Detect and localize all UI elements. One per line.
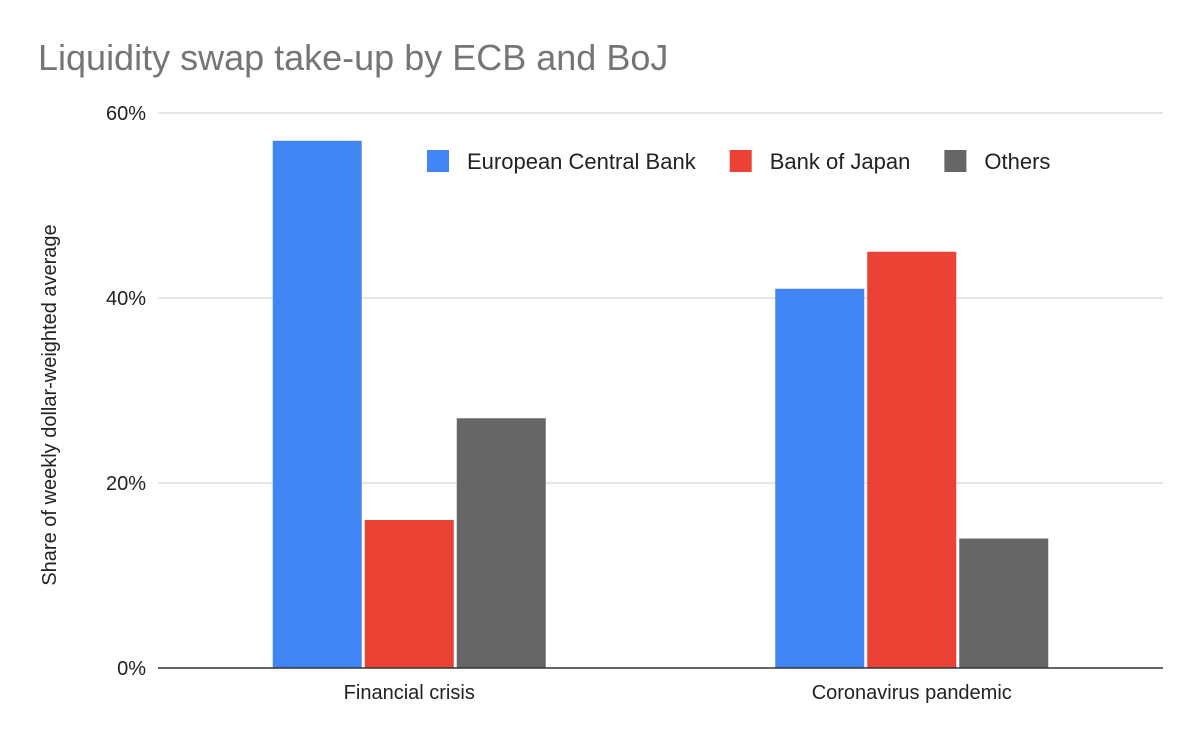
legend-swatch [944, 150, 967, 172]
legend-swatch [729, 150, 752, 172]
bar-others [959, 538, 1049, 668]
bar-bank-of-japan [867, 251, 957, 668]
bar-european-central-bank [775, 288, 865, 668]
bars [272, 140, 1049, 668]
legend: European Central Bank Bank of Japan Others [427, 149, 1050, 174]
x-tick-label: Financial crisis [344, 682, 475, 704]
bar-others [456, 418, 546, 668]
legend-entry: Others [984, 149, 1050, 174]
y-tick-label: 60% [106, 103, 146, 125]
chart-title: Liquidity swap take-up by ECB and BoJ [38, 37, 668, 78]
x-tick-label: Coronavirus pandemic [812, 682, 1012, 704]
axes: 0% 20% 40% 60% Financial crisis Coronavirus p… [106, 103, 1163, 704]
bar-european-central-bank [272, 140, 362, 668]
y-tick-label: 20% [106, 473, 146, 495]
y-axis-label: Share of weekly dollar-weighted average [39, 224, 61, 585]
y-tick-label: 0% [117, 658, 146, 680]
y-tick-label: 40% [106, 288, 146, 310]
legend-entry: European Central Bank [467, 149, 697, 174]
legend-entry: Bank of Japan [770, 149, 911, 174]
bar-bank-of-japan [364, 520, 454, 668]
legend-swatch [427, 150, 449, 172]
